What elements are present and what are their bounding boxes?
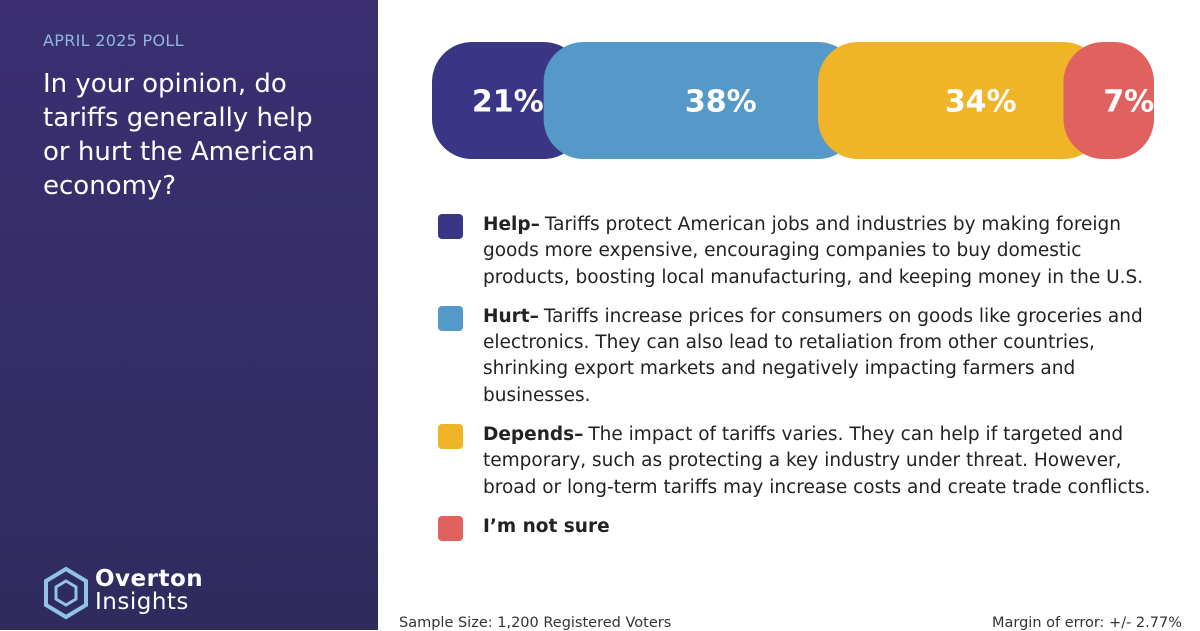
stacked-bar: 21% 38% 34% 7%: [432, 42, 1154, 159]
value-label: 34%: [945, 85, 1017, 120]
value-label: 21%: [472, 85, 544, 120]
legend-item: I’m not sure: [438, 514, 1158, 541]
value-label: 38%: [685, 85, 757, 120]
legend-name: Help–: [483, 214, 540, 235]
legend-description: The impact of tariffs varies. They can h…: [483, 424, 1151, 498]
footnote: Sample Size: 1,200 Registered Voters: [399, 615, 672, 631]
bar-segment: [543, 42, 858, 159]
logo: Overton Insights: [43, 566, 253, 620]
legend-swatch: [438, 515, 463, 541]
brand-line: Insights: [95, 589, 189, 615]
legend-item: Depends– The impact of tariffs varies. Th…: [438, 422, 1158, 501]
legend-name: Hurt–: [483, 305, 539, 327]
logo-text: Overton Insights: [95, 568, 203, 614]
legend-swatch: [438, 214, 463, 239]
legend-swatch: [438, 424, 463, 450]
legend-name: Depends–: [483, 424, 584, 446]
brand-line: Overton: [95, 566, 204, 592]
legend-item: Help– Tariffs protect American jobs and i…: [438, 212, 1158, 291]
legend-description: Tariffs increase prices for consumers on…: [483, 305, 1143, 406]
legend-swatch: [438, 305, 463, 331]
value-label: 7%: [1103, 85, 1154, 120]
footnote: Margin of error: +/- 2.77%: [991, 615, 1182, 631]
legend-name: I’m not sure: [483, 515, 610, 537]
legend-item: Hurt– Tariffs increase prices for consume…: [438, 304, 1158, 409]
legend-text: Help– Tariffs protect American jobs and i…: [483, 212, 1153, 291]
legend: Help– Tariffs protect American jobs and i…: [438, 212, 1158, 554]
logo-icon: [44, 566, 88, 620]
side-panel: APRIL 2025 POLL In your opinion, do tari…: [0, 0, 378, 630]
legend-text: Hurt– Tariffs increase prices for consume…: [483, 304, 1153, 409]
bar-segment: [1063, 42, 1154, 159]
legend-text: I’m not sure: [483, 514, 1153, 541]
chart-title: In your opinion, do tariffs generally he…: [43, 69, 315, 201]
legend-description: Tariffs protect American jobs and indust…: [483, 214, 1144, 288]
legend-text: Depends– The impact of tariffs varies. Th…: [483, 422, 1153, 501]
bar-segment: [817, 42, 1104, 159]
kicker: APRIL 2025 POLL: [43, 31, 184, 50]
